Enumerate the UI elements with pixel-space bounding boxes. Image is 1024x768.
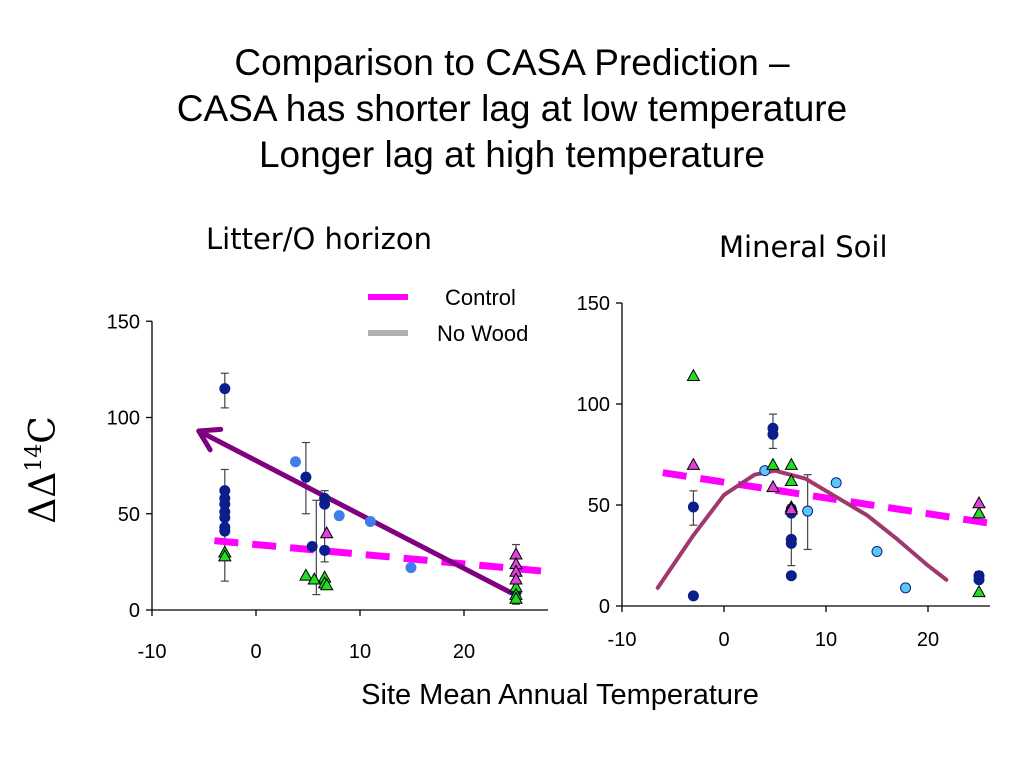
data-point-magenta-triangle bbox=[319, 525, 334, 539]
data-point-light-blue-circle bbox=[405, 562, 417, 574]
data-point-dark-blue-circle bbox=[219, 512, 231, 524]
data-point-green-triangle bbox=[319, 577, 334, 591]
panel-litter: 0 50 100 150 -10 0 10 20 bbox=[107, 311, 548, 663]
x-tick-label: -10 bbox=[608, 629, 637, 651]
data-point-dark-blue-circle bbox=[319, 544, 331, 556]
data-point-dark-blue-circle bbox=[785, 537, 797, 549]
data-point-dark-blue-circle bbox=[300, 471, 312, 483]
x-tick-label: -10 bbox=[138, 641, 167, 663]
data-point-dark-blue-circle bbox=[219, 525, 231, 537]
data-point-cyan-circle bbox=[900, 582, 912, 594]
y-tick-label: 150 bbox=[107, 311, 140, 333]
y-tick-label: 0 bbox=[599, 596, 610, 618]
data-point-green-triangle bbox=[972, 584, 986, 598]
legend: Control No Wood bbox=[368, 285, 528, 346]
panel-title-litter: Litter/O horizon bbox=[206, 222, 432, 256]
trend-arrow-head bbox=[196, 426, 224, 453]
data-point-green-triangle bbox=[686, 368, 701, 382]
x-tick-label: 10 bbox=[815, 629, 837, 651]
data-point-dark-blue-circle bbox=[785, 570, 797, 582]
title-line-3: Longer lag at high temperature bbox=[258, 134, 765, 175]
control-trend-line bbox=[214, 537, 548, 575]
x-tick-label: 0 bbox=[250, 641, 261, 663]
data-point-dark-blue-circle bbox=[319, 498, 331, 510]
data-point-dark-blue-circle bbox=[767, 428, 779, 440]
legend-label: No Wood bbox=[437, 321, 528, 346]
data-point-green-triangle bbox=[766, 457, 780, 470]
data-point-magenta-triangle bbox=[972, 495, 986, 509]
data-point-magenta-triangle bbox=[766, 479, 780, 493]
data-point-dark-blue-circle bbox=[306, 540, 318, 552]
title-line-1: Comparison to CASA Prediction – bbox=[234, 42, 790, 83]
panel-title-mineral: Mineral Soil bbox=[719, 230, 888, 264]
y-tick-label: 100 bbox=[107, 408, 140, 430]
data-point-cyan-circle bbox=[802, 505, 814, 517]
data-point-light-blue-circle bbox=[290, 456, 302, 468]
data-point-light-blue-circle bbox=[364, 515, 376, 527]
data-point-green-triangle bbox=[217, 549, 232, 562]
x-axis-label: Site Mean Annual Temperature bbox=[361, 679, 759, 711]
y-axis-label: ΔΔ14C bbox=[22, 416, 64, 524]
data-point-cyan-circle bbox=[871, 545, 883, 557]
data-point-dark-blue-circle bbox=[687, 590, 699, 602]
y-tick-label: 0 bbox=[129, 600, 140, 622]
control-trend-line bbox=[662, 469, 990, 527]
data-point-green-triangle bbox=[299, 568, 313, 581]
data-point-magenta-triangle bbox=[784, 502, 799, 515]
data-point-green-triangle bbox=[784, 473, 799, 487]
legend-label: Control bbox=[445, 285, 516, 310]
y-tick-label: 150 bbox=[577, 293, 610, 315]
data-point-green-triangle bbox=[307, 572, 322, 585]
chart-title: Comparison to CASA Prediction – CASA has… bbox=[0, 40, 1024, 178]
data-point-green-triangle bbox=[784, 457, 799, 470]
x-tick-label: 0 bbox=[718, 629, 729, 651]
y-tick-label: 100 bbox=[577, 394, 610, 416]
y-tick-label: 50 bbox=[588, 495, 610, 517]
panel-mineral: 0 50 100 150 -10 0 10 20 bbox=[577, 293, 990, 651]
model-curve bbox=[655, 468, 949, 590]
x-tick-label: 10 bbox=[349, 641, 371, 663]
data-point-dark-blue-circle bbox=[973, 574, 985, 586]
data-point-magenta-triangle bbox=[686, 457, 701, 470]
x-tick-label: 20 bbox=[453, 641, 475, 663]
title-line-2: CASA has shorter lag at low temperature bbox=[176, 88, 848, 129]
data-point-magenta-triangle bbox=[509, 572, 523, 585]
x-tick-label: 20 bbox=[917, 629, 939, 651]
data-point-dark-blue-circle bbox=[687, 501, 699, 513]
data-point-green-triangle bbox=[972, 506, 986, 519]
y-tick-label: 50 bbox=[118, 504, 140, 526]
trend-arrow-shaft bbox=[196, 428, 514, 596]
data-point-light-blue-circle bbox=[333, 510, 345, 522]
data-point-cyan-circle bbox=[830, 477, 842, 489]
data-point-dark-blue-circle bbox=[219, 383, 231, 395]
data-point-green-triangle bbox=[509, 591, 523, 604]
